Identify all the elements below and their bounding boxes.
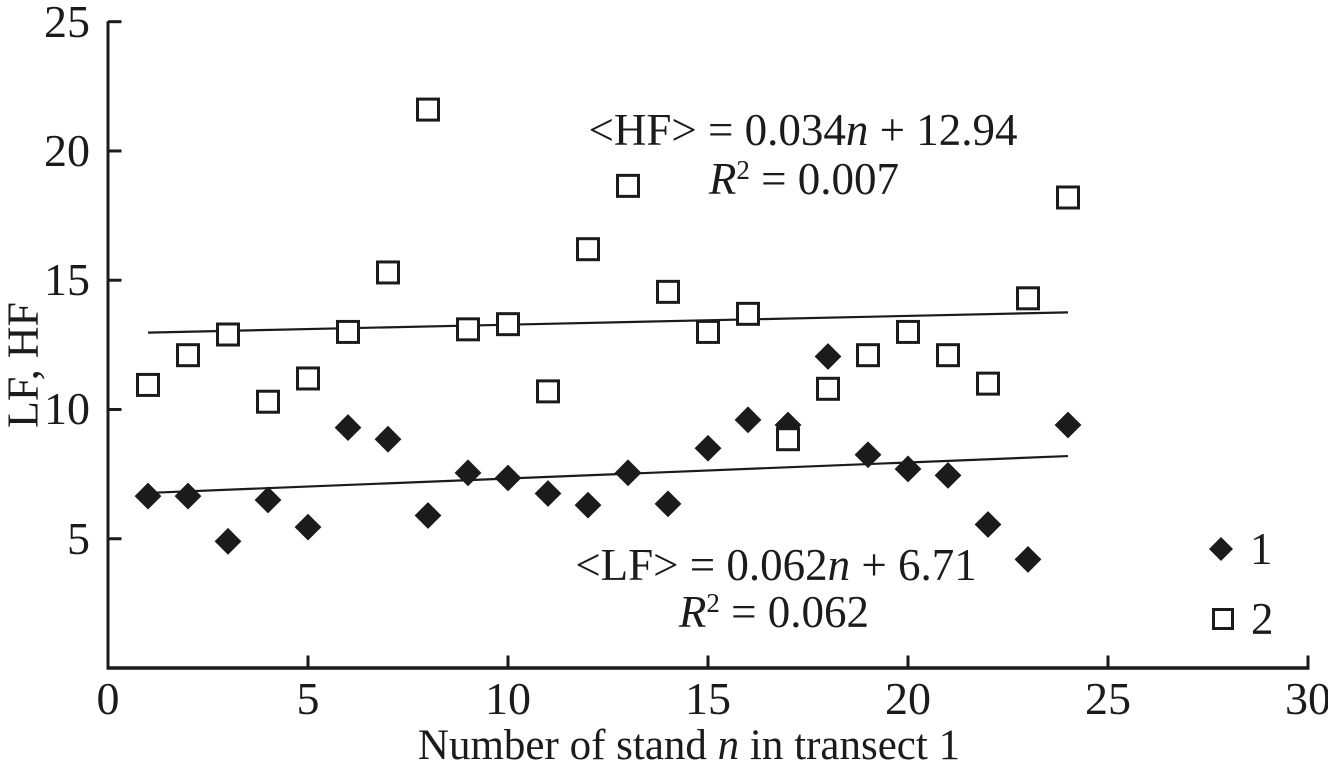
hf-equation-pre: <HF> = 0.034 xyxy=(588,105,846,155)
lf-data-point xyxy=(454,459,482,487)
y-tick-label: 20 xyxy=(44,124,90,176)
hf-data-point xyxy=(416,97,440,122)
hf-data-point xyxy=(296,366,320,391)
lf-r2-var: R xyxy=(678,587,707,637)
hf-data-point xyxy=(656,279,680,304)
hf-equation-post: + 12.94 xyxy=(868,105,1018,155)
x-axis-title-var: n xyxy=(717,722,740,769)
hf-data-point xyxy=(256,389,280,414)
lf-r2-value: = 0.062 xyxy=(719,587,870,637)
x-axis-title-pre: Number of stand xyxy=(417,722,718,769)
hf-r-squared-annotation: R2 = 0.007 xyxy=(709,155,899,209)
open-square-icon xyxy=(1212,608,1234,630)
lf-data-point xyxy=(494,464,522,492)
x-tick-label: 20 xyxy=(885,673,931,724)
x-tick-label: 15 xyxy=(685,673,731,724)
lf-data-point xyxy=(854,441,882,469)
x-tick-label: 0 xyxy=(96,673,120,724)
hf-data-point xyxy=(536,379,560,404)
lf-data-point xyxy=(814,343,842,370)
x-axis-title: Number of stand n in transect 1 xyxy=(418,723,960,769)
x-tick-label: 30 xyxy=(1285,673,1328,724)
lf-equation-post: + 6.71 xyxy=(850,540,977,590)
lf-data-point xyxy=(1014,546,1042,573)
hf-data-point xyxy=(456,317,480,342)
hf-data-point xyxy=(216,322,240,347)
lf-data-point xyxy=(1054,411,1082,439)
legend-item-series1: 1 xyxy=(1206,524,1273,574)
hf-data-point xyxy=(336,319,360,344)
lf-data-point xyxy=(374,425,402,453)
y-tick-label: 25 xyxy=(44,0,90,47)
hf-data-point xyxy=(936,343,960,368)
hf-data-point xyxy=(496,312,520,337)
legend-label-series1: 1 xyxy=(1250,524,1273,574)
lf-data-point xyxy=(974,511,1002,538)
hf-r2-var: R xyxy=(708,154,737,204)
lf-equation-annotation: <LF> = 0.062n + 6.71 xyxy=(575,541,977,589)
lf-data-point xyxy=(334,414,362,441)
lf-data-point xyxy=(934,462,962,489)
hf-data-point xyxy=(376,260,400,285)
hf-data-point xyxy=(816,376,840,401)
lf-data-point xyxy=(654,490,682,518)
hf-data-point xyxy=(856,343,880,368)
y-tick-label: 5 xyxy=(67,512,90,564)
x-axis-title-post: in transect 1 xyxy=(739,722,961,769)
y-tick-label: 10 xyxy=(44,383,90,435)
lf-data-point xyxy=(254,486,282,514)
hf-data-point xyxy=(976,371,1000,396)
lf-data-point xyxy=(134,482,162,510)
hf-data-point xyxy=(696,319,720,344)
lf-equation-pre: <LF> = 0.062 xyxy=(575,540,828,590)
lf-data-point xyxy=(294,513,322,541)
lf-data-point xyxy=(734,406,762,434)
lf-r2-sup: 2 xyxy=(706,588,720,619)
hf-r2-sup: 2 xyxy=(736,155,750,186)
lf-data-point xyxy=(414,502,442,529)
lf-trend-line xyxy=(147,454,1069,495)
hf-equation-annotation: <HF> = 0.034n + 12.94 xyxy=(588,106,1017,154)
hf-data-point xyxy=(616,173,640,198)
lf-data-point xyxy=(694,434,722,462)
hf-data-point xyxy=(896,319,920,344)
lf-data-point xyxy=(534,480,562,507)
lf-data-point xyxy=(614,459,642,487)
lf-data-point xyxy=(894,455,922,483)
lf-equation-var: n xyxy=(827,540,851,590)
lf-r-squared-annotation: R2 = 0.062 xyxy=(679,588,869,642)
hf-data-point xyxy=(1016,286,1040,311)
hf-data-point xyxy=(776,427,800,452)
legend-item-series2: 2 xyxy=(1211,594,1274,644)
hf-data-point xyxy=(1056,185,1080,210)
lf-data-point xyxy=(574,491,602,519)
y-tick-label: 15 xyxy=(44,254,90,306)
hf-data-point xyxy=(736,301,760,326)
lf-data-point xyxy=(174,482,202,510)
hf-trend-line xyxy=(147,311,1069,334)
hf-r2-value: = 0.007 xyxy=(749,154,900,204)
hf-data-point xyxy=(136,372,160,397)
hf-data-point xyxy=(176,343,200,368)
legend-label-series2: 2 xyxy=(1251,594,1274,644)
y-axis-title: LF, HF xyxy=(0,301,48,429)
hf-equation-var: n xyxy=(845,105,869,155)
x-tick-label: 10 xyxy=(485,673,531,724)
x-tick-label: 5 xyxy=(296,673,320,724)
hf-data-point xyxy=(576,237,600,262)
x-tick-label: 25 xyxy=(1085,673,1131,724)
lf-data-point xyxy=(214,527,242,555)
filled-diamond-icon xyxy=(1209,537,1233,561)
